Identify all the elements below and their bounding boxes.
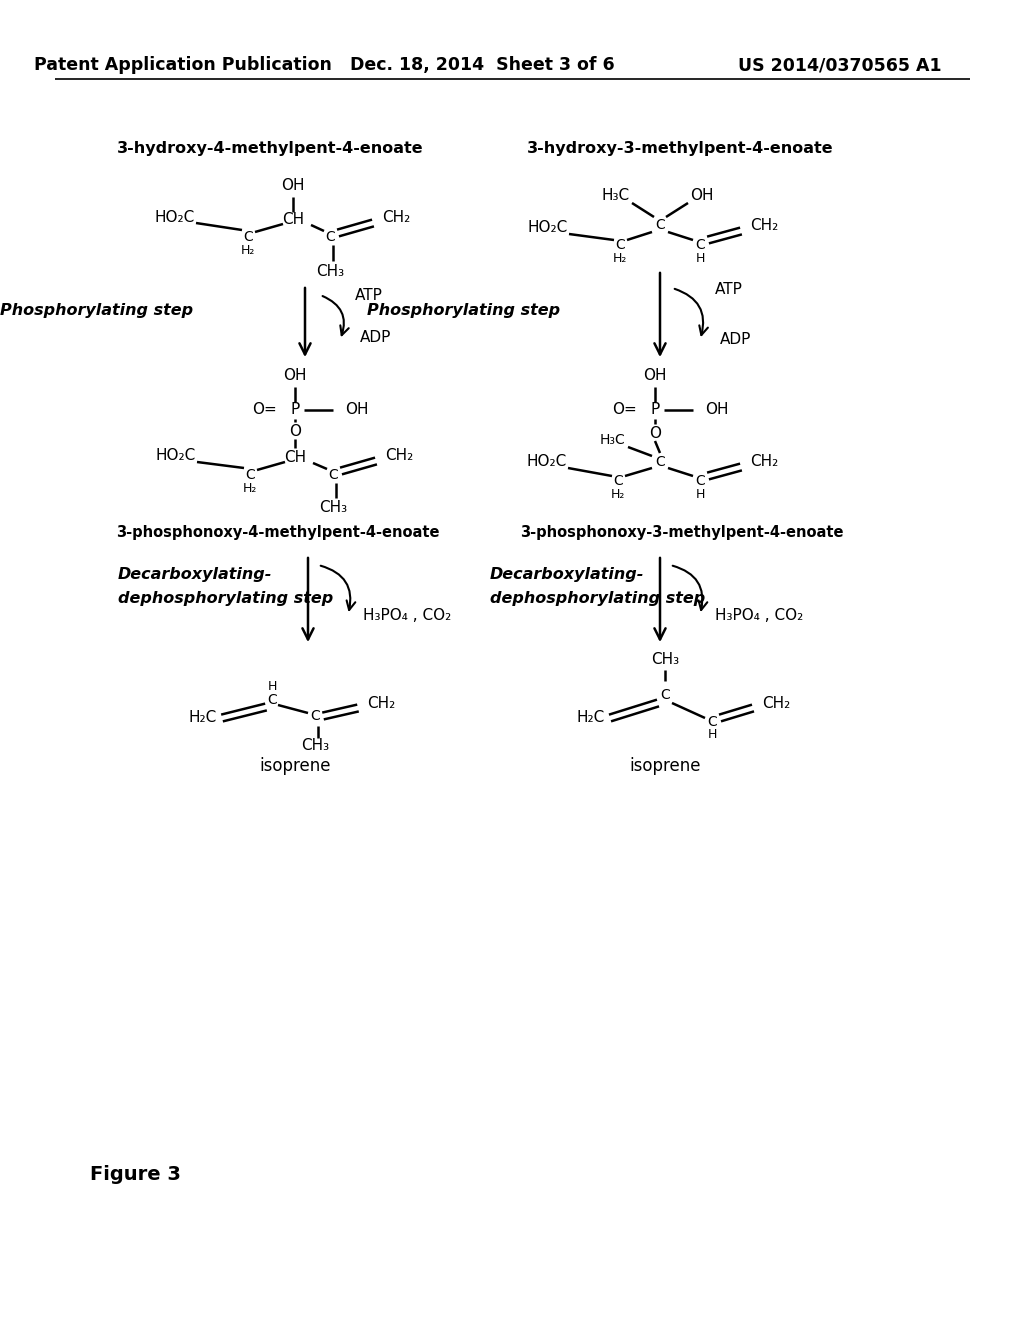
Text: C: C [655, 455, 665, 469]
Text: CH₃: CH₃ [316, 264, 344, 279]
Text: P: P [291, 403, 300, 417]
Text: OH: OH [284, 367, 307, 383]
Text: P: P [650, 403, 659, 417]
Text: isoprene: isoprene [630, 756, 700, 775]
Text: C: C [695, 238, 705, 252]
Text: 3-hydroxy-3-methylpent-4-enoate: 3-hydroxy-3-methylpent-4-enoate [526, 140, 834, 156]
Text: H₃C: H₃C [599, 433, 625, 447]
Text: isoprene: isoprene [259, 756, 331, 775]
Text: H₂C: H₂C [577, 710, 605, 726]
Text: O=: O= [252, 403, 278, 417]
Text: dephosphorylating step: dephosphorylating step [490, 590, 706, 606]
Text: Phosphorylating step: Phosphorylating step [367, 302, 560, 318]
Text: H₂: H₂ [612, 252, 627, 264]
Text: C: C [660, 688, 670, 702]
Text: ATP: ATP [355, 288, 383, 302]
Text: C: C [267, 693, 276, 708]
Text: CH₃: CH₃ [301, 738, 329, 754]
Text: H₂C: H₂C [188, 710, 217, 726]
Text: Phosphorylating step: Phosphorylating step [0, 302, 193, 318]
Text: C: C [613, 474, 623, 488]
Text: C: C [310, 709, 319, 723]
Text: H₂: H₂ [243, 482, 257, 495]
Text: C: C [655, 218, 665, 232]
Text: H: H [708, 729, 717, 742]
Text: ATP: ATP [715, 282, 742, 297]
Text: H₃PO₄ , CO₂: H₃PO₄ , CO₂ [715, 607, 803, 623]
Text: CH₂: CH₂ [385, 449, 414, 463]
Text: CH₃: CH₃ [651, 652, 679, 668]
Text: HO₂C: HO₂C [155, 210, 195, 226]
Text: 3-hydroxy-4-methylpent-4-enoate: 3-hydroxy-4-methylpent-4-enoate [117, 140, 423, 156]
Text: OH: OH [282, 177, 305, 193]
Text: OH: OH [690, 187, 714, 202]
Text: CH₂: CH₂ [367, 696, 395, 710]
Text: C: C [328, 469, 338, 482]
Text: H: H [695, 252, 705, 264]
Text: C: C [695, 474, 705, 488]
Text: H₃C: H₃C [602, 187, 630, 202]
Text: CH₂: CH₂ [750, 454, 778, 470]
Text: C: C [326, 230, 335, 244]
Text: OH: OH [705, 403, 728, 417]
Text: ADP: ADP [720, 333, 752, 347]
Text: C: C [708, 715, 717, 729]
Text: C: C [615, 238, 625, 252]
Text: O=: O= [612, 403, 637, 417]
Text: Decarboxylating-: Decarboxylating- [490, 568, 644, 582]
Text: Dec. 18, 2014  Sheet 3 of 6: Dec. 18, 2014 Sheet 3 of 6 [349, 55, 614, 74]
Text: CH₃: CH₃ [318, 500, 347, 516]
Text: US 2014/0370565 A1: US 2014/0370565 A1 [738, 55, 942, 74]
Text: ADP: ADP [360, 330, 391, 346]
Text: C: C [245, 469, 255, 482]
Text: H₃PO₄ , CO₂: H₃PO₄ , CO₂ [362, 607, 452, 623]
Text: CH: CH [284, 450, 306, 466]
Text: H₂: H₂ [610, 487, 626, 500]
Text: C: C [243, 230, 253, 244]
Text: H: H [267, 680, 276, 693]
Text: H₂: H₂ [241, 243, 255, 256]
Text: Decarboxylating-: Decarboxylating- [118, 568, 272, 582]
Text: O: O [649, 425, 662, 441]
Text: CH: CH [282, 213, 304, 227]
Text: HO₂C: HO₂C [527, 220, 568, 235]
Text: Patent Application Publication: Patent Application Publication [34, 55, 332, 74]
Text: 3-phosphonoxy-4-methylpent-4-enoate: 3-phosphonoxy-4-methylpent-4-enoate [117, 524, 439, 540]
Text: CH₂: CH₂ [382, 210, 411, 226]
Text: H: H [695, 487, 705, 500]
Text: HO₂C: HO₂C [156, 449, 196, 463]
Text: OH: OH [345, 403, 369, 417]
Text: OH: OH [643, 367, 667, 383]
Text: HO₂C: HO₂C [526, 454, 567, 470]
Text: CH₂: CH₂ [750, 219, 778, 234]
Text: dephosphorylating step: dephosphorylating step [118, 590, 333, 606]
Text: Figure 3: Figure 3 [90, 1166, 181, 1184]
Text: O: O [289, 424, 301, 438]
Text: CH₂: CH₂ [762, 696, 791, 710]
Text: 3-phosphonoxy-3-methylpent-4-enoate: 3-phosphonoxy-3-methylpent-4-enoate [520, 524, 844, 540]
